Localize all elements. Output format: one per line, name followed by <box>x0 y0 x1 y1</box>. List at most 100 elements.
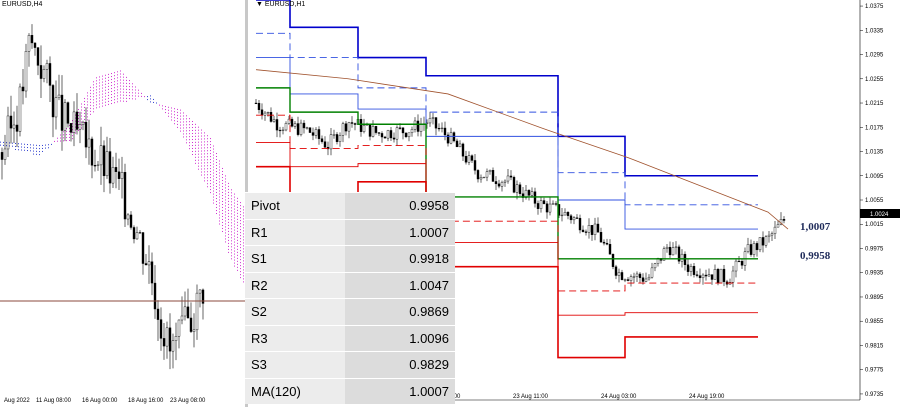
candle-body <box>692 266 696 275</box>
ichimoku-cloud-dot <box>222 167 223 169</box>
candle-body <box>545 203 549 213</box>
ichimoku-cloud-dot <box>120 82 121 84</box>
ichimoku-cloud-dot <box>234 223 235 225</box>
ichimoku-cloud-dot <box>243 221 244 223</box>
ichimoku-cloud-dot <box>27 147 28 149</box>
left-chart-canvas: Aug 2022 11 Aug 08:00 16 Aug 00:00 18 Aug 1… <box>0 24 245 404</box>
ichimoku-cloud-dot <box>243 227 244 229</box>
ichimoku-cloud-dot <box>237 245 238 247</box>
ichimoku-cloud-dot <box>219 208 220 210</box>
y-tick-label: 0.9975 <box>865 246 884 252</box>
ichimoku-cloud-dot <box>207 153 208 155</box>
ichimoku-cloud-dot <box>117 98 118 100</box>
ichimoku-cloud-dot <box>198 159 199 161</box>
ichimoku-cloud-dot <box>147 96 148 98</box>
ichimoku-cloud-dot <box>105 101 106 103</box>
ichimoku-cloud-dot <box>114 102 115 104</box>
ichimoku-cloud-dot <box>204 150 205 152</box>
candle-body <box>48 63 52 86</box>
candle-body <box>761 237 765 246</box>
ichimoku-cloud-dot <box>219 202 220 204</box>
ichimoku-cloud-dot <box>231 231 232 233</box>
ichimoku-cloud-dot <box>231 246 232 248</box>
ichimoku-cloud-dot <box>240 259 241 261</box>
candle-body <box>123 172 127 220</box>
ichimoku-cloud-dot <box>126 79 127 81</box>
candle-body <box>431 117 435 119</box>
ichimoku-cloud-dot <box>192 148 193 149</box>
ichimoku-cloud-dot <box>105 74 106 76</box>
ichimoku-cloud-dot <box>228 209 229 211</box>
ichimoku-cloud-dot <box>231 189 232 191</box>
candle-body <box>437 127 441 130</box>
ichimoku-cloud-dot <box>93 108 94 110</box>
ichimoku-cloud-dot <box>171 113 172 115</box>
candle-body <box>776 224 780 228</box>
ichimoku-cloud-dot <box>96 107 97 109</box>
candle-body <box>584 231 588 233</box>
y-tick-label: 1.0095 <box>865 174 884 180</box>
candle-body <box>686 264 690 272</box>
ichimoku-cloud-dot <box>126 76 127 78</box>
ichimoku-cloud-dot <box>234 220 235 222</box>
candle-body <box>114 167 118 173</box>
candle-body <box>662 248 666 261</box>
candle-body <box>117 171 121 179</box>
ichimoku-cloud-dot <box>90 107 91 109</box>
candle-body <box>111 167 115 184</box>
candle-body <box>183 306 187 317</box>
ichimoku-cloud-dot <box>180 127 181 129</box>
ichimoku-cloud-dot <box>75 132 76 134</box>
ichimoku-cloud-dot <box>222 224 223 226</box>
candle-body <box>281 129 285 131</box>
ichimoku-cloud-dot <box>171 110 172 112</box>
candle-body <box>740 261 744 266</box>
ichimoku-cloud-dot <box>105 86 106 88</box>
ichimoku-cloud-dot <box>0 141 1 143</box>
ichimoku-cloud-dot <box>195 132 196 134</box>
candle-body <box>66 102 70 124</box>
ichimoku-cloud-dot <box>234 232 235 234</box>
ichimoku-cloud-dot <box>213 199 214 201</box>
ichimoku-cloud-dot <box>156 102 157 104</box>
ichimoku-cloud-dot <box>210 174 211 176</box>
candle-body <box>353 123 357 125</box>
candle-body <box>548 203 552 213</box>
ichimoku-cloud-dot <box>225 205 226 207</box>
ichimoku-cloud-dot <box>243 224 244 226</box>
ichimoku-cloud-dot <box>222 191 223 193</box>
y-tick-label: 0.9735 <box>865 392 884 398</box>
candle-body <box>102 145 106 177</box>
ichimoku-cloud-dot <box>75 123 76 125</box>
ichimoku-cloud-dot <box>180 124 181 126</box>
left-chart-panel[interactable]: EURUSD,H4 Aug 2022 11 Aug 08:00 16 Aug 00:… <box>0 0 245 407</box>
candle-body <box>680 253 684 262</box>
ichimoku-cloud-dot <box>129 95 130 97</box>
y-tick-label: 0.9935 <box>865 271 884 277</box>
candle-body <box>698 275 702 279</box>
ichimoku-cloud-dot <box>240 235 241 237</box>
ichimoku-cloud-dot <box>192 145 193 146</box>
candle-body <box>386 130 390 139</box>
ichimoku-cloud-dot <box>174 114 175 116</box>
ichimoku-cloud-dot <box>228 224 229 226</box>
candle-body <box>440 127 444 130</box>
ichimoku-cloud-dot <box>117 80 118 82</box>
ichimoku-cloud-dot <box>243 248 244 250</box>
candle-body <box>18 86 22 132</box>
x-tick-label: 16 Aug 00:00 <box>82 398 118 404</box>
ichimoku-cloud-dot <box>222 176 223 178</box>
ichimoku-cloud-dot <box>231 201 232 203</box>
ichimoku-cloud-dot <box>240 268 241 270</box>
ichimoku-cloud-dot <box>198 135 199 137</box>
ichimoku-cloud-dot <box>45 147 46 149</box>
ichimoku-cloud-dot <box>219 196 220 198</box>
ichimoku-cloud-dot <box>216 159 217 161</box>
ichimoku-cloud-dot <box>102 105 103 107</box>
ichimoku-cloud-dot <box>225 196 226 198</box>
ichimoku-cloud-dot <box>204 147 205 149</box>
ichimoku-cloud-dot <box>108 82 109 84</box>
ichimoku-cloud-dot <box>57 140 58 142</box>
ichimoku-cloud-dot <box>243 257 244 259</box>
ichimoku-cloud-dot <box>81 115 82 117</box>
